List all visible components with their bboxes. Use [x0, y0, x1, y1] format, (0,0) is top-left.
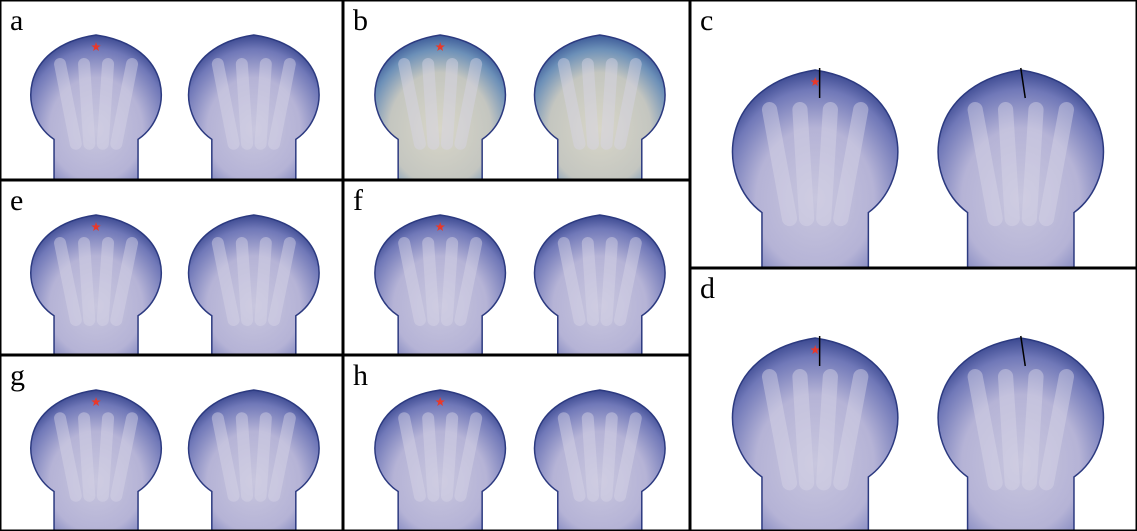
digit-ray	[1006, 377, 1013, 483]
limb-bud	[375, 390, 505, 531]
panel-label: a	[10, 4, 23, 37]
digit-ray	[428, 418, 433, 496]
digit-ray	[84, 418, 89, 496]
digit-ray	[588, 64, 593, 144]
digit-ray	[261, 243, 266, 320]
digit-ray	[800, 377, 807, 483]
digit-ray	[824, 110, 831, 219]
limb-bud	[189, 390, 319, 531]
panel-label: f	[353, 184, 363, 217]
limb-bud	[31, 35, 161, 180]
digit-ray	[800, 110, 807, 219]
digit-ray	[261, 418, 266, 496]
digit-ray	[447, 243, 452, 320]
digit-ray	[428, 64, 433, 144]
digit-ray	[261, 64, 266, 144]
limb-bud	[535, 215, 665, 355]
digit-ray	[103, 243, 108, 320]
panel-label: c	[700, 4, 713, 37]
limb-bud	[938, 70, 1103, 268]
digit-ray	[588, 243, 593, 320]
panel-label: d	[700, 272, 715, 305]
digit-ray	[1006, 110, 1013, 219]
digit-ray	[242, 64, 247, 144]
panel-label: b	[353, 4, 368, 37]
digit-ray	[447, 418, 452, 496]
limb-bud	[189, 215, 319, 355]
limb-bud	[31, 215, 161, 355]
digit-ray	[103, 64, 108, 144]
digit-ray	[242, 243, 247, 320]
limb-bud	[733, 338, 898, 531]
panel-label: e	[10, 184, 23, 217]
digit-ray	[1029, 110, 1036, 219]
limb-bud	[535, 390, 665, 531]
digit-ray	[1029, 377, 1036, 483]
digit-ray	[824, 377, 831, 483]
digit-ray	[588, 418, 593, 496]
digit-ray	[103, 418, 108, 496]
digit-ray	[607, 243, 612, 320]
digit-ray	[84, 64, 89, 144]
limb-bud	[31, 390, 161, 531]
digit-ray	[447, 64, 452, 144]
digit-ray	[242, 418, 247, 496]
limb-bud	[733, 70, 898, 268]
limb-bud	[375, 215, 505, 355]
panel-label: g	[10, 359, 25, 392]
figure: a b c d e f g h	[0, 0, 1137, 531]
limb-bud	[375, 35, 505, 180]
limb-bud	[189, 35, 319, 180]
limb-bud	[938, 338, 1103, 531]
limb-bud	[535, 35, 665, 180]
digit-ray	[84, 243, 89, 320]
panel-label: h	[353, 359, 368, 392]
digit-ray	[607, 64, 612, 144]
digit-ray	[428, 243, 433, 320]
digit-ray	[607, 418, 612, 496]
